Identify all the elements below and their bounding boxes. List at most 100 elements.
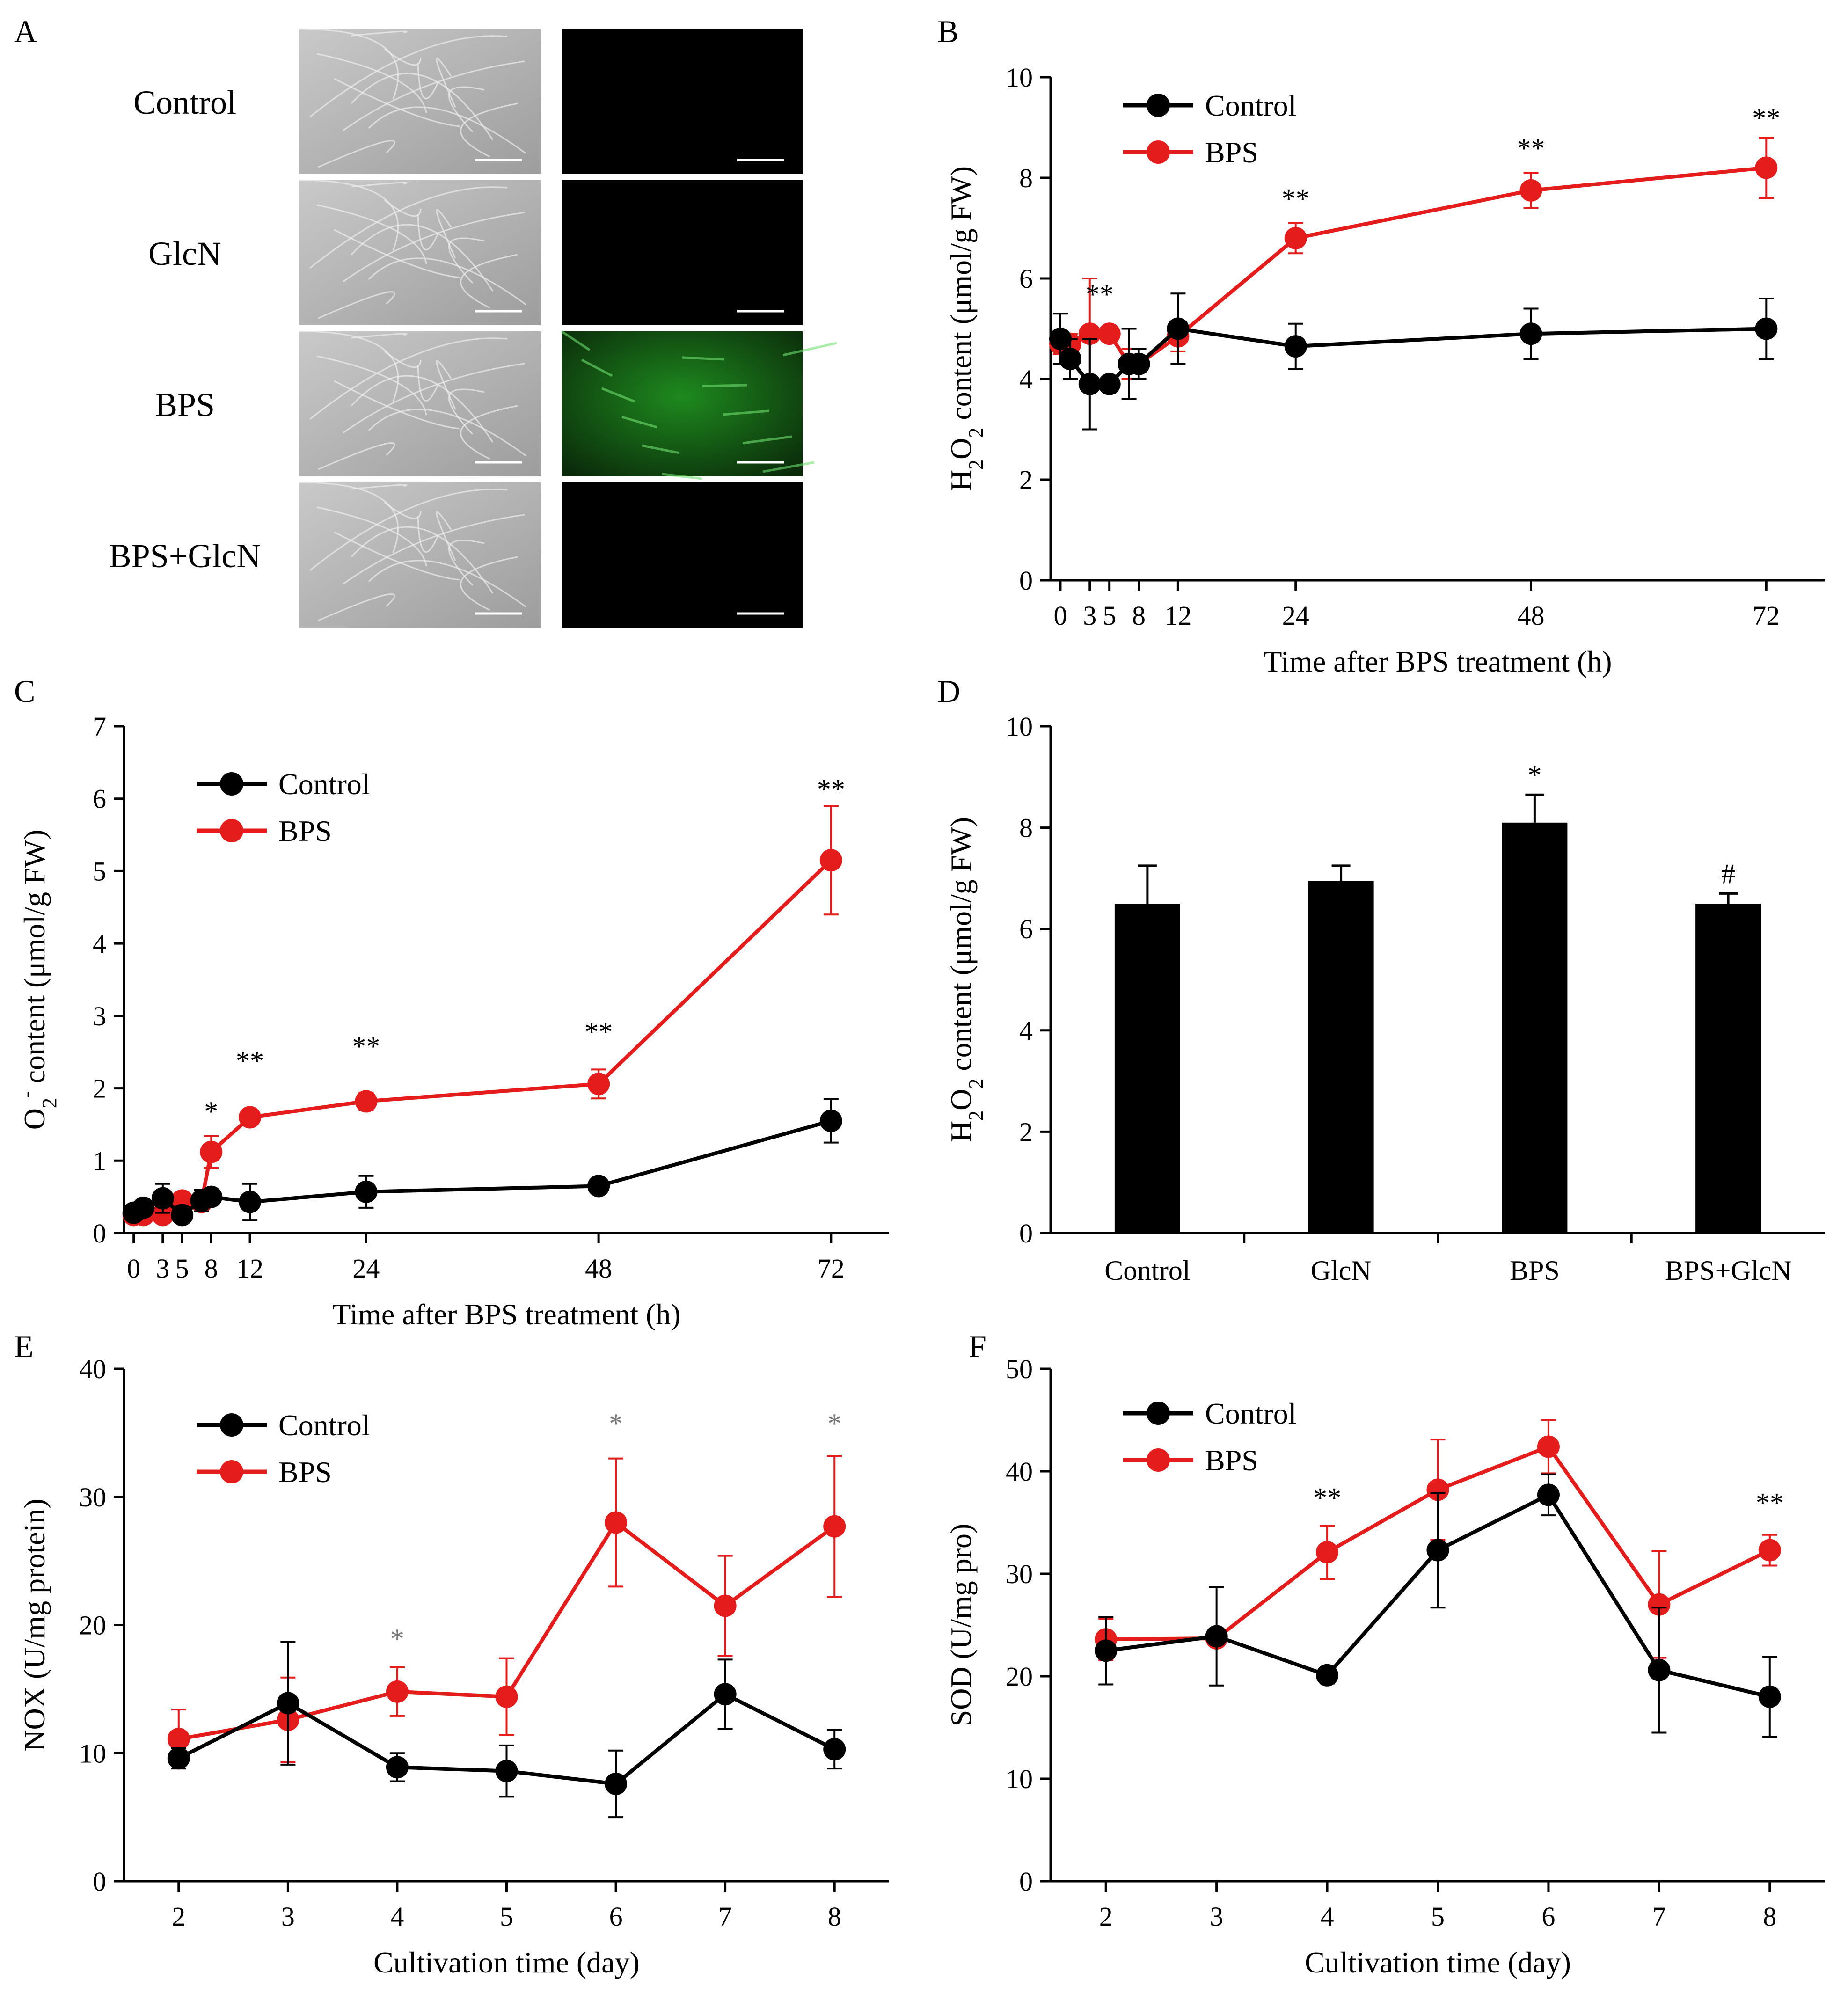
panel-e-x-axis-label: Cultivation time (day) <box>373 1946 640 1979</box>
panel-c-data-point <box>171 1204 194 1227</box>
panel-b-x-tick-label: 5 <box>1103 600 1116 631</box>
hypha-strand <box>299 330 399 402</box>
panel-c-y-tick-label: 1 <box>93 1146 106 1176</box>
panel-e-legend-label: BPS <box>278 1455 332 1489</box>
panel-f-x-tick-label: 8 <box>1763 1901 1776 1932</box>
panel-e-y-tick-label: 20 <box>79 1610 106 1641</box>
panel-b-y-tick-label: 6 <box>1019 263 1033 294</box>
panel-b-data-point <box>1127 352 1150 375</box>
panel-f-x-tick-label: 3 <box>1210 1901 1223 1932</box>
fluorescent-strand <box>782 342 837 357</box>
panel-c-y-tick-label: 6 <box>93 784 106 814</box>
panel-b-series-line <box>1059 327 1767 386</box>
panel-c-significance-label: * <box>204 1096 218 1127</box>
panel-b-legend-label: BPS <box>1205 136 1258 169</box>
hypha-strand <box>384 351 422 368</box>
panel-f-data-point <box>1758 1685 1781 1708</box>
panel-d-category-label: GlcN <box>1311 1255 1372 1286</box>
panel-c-legend-label: BPS <box>278 814 332 847</box>
hypha-strand <box>417 516 439 553</box>
fluorescent-strand <box>762 461 815 473</box>
panel-c-series-line <box>133 859 833 1217</box>
panel-b-y-tick-label: 0 <box>1019 565 1033 596</box>
panel-e-y-tick-label: 30 <box>79 1482 106 1512</box>
panel-c-data-point <box>355 1180 378 1203</box>
panel-c-series-line <box>132 1119 832 1218</box>
panel-e-x-tick-label: 2 <box>172 1901 185 1932</box>
panel-f-data-point <box>1648 1593 1671 1616</box>
panel-b-data-point <box>1519 179 1542 202</box>
fluorescent-strand <box>702 384 747 387</box>
panel-a-row: Control <box>133 28 803 174</box>
panel-b-series-line <box>1060 166 1767 366</box>
panel-c-series-bps <box>122 805 842 1227</box>
hypha-strand <box>368 409 526 457</box>
panel-b-data-point <box>1284 227 1307 249</box>
hypha-strand <box>351 224 494 292</box>
panel-c-legend-marker <box>220 772 243 796</box>
hypha-strand <box>334 78 460 127</box>
panel-b-x-tick-label: 3 <box>1083 600 1096 631</box>
panel-f-y-tick-label: 50 <box>1006 1354 1033 1384</box>
panel-e-x-tick-label: 5 <box>500 1901 513 1932</box>
panel-c-data-point <box>587 1175 610 1198</box>
panel-b-x-tick-label: 8 <box>1132 600 1146 631</box>
panel-f-data-point <box>1095 1639 1118 1662</box>
panel-d-y-tick-label: 4 <box>1019 1015 1033 1046</box>
panel-e-data-point <box>823 1515 846 1538</box>
panel-c-letter: C <box>14 673 35 709</box>
panel-c-data-point <box>355 1090 378 1113</box>
panel-d-letter: D <box>937 673 960 709</box>
hypha-strand <box>436 209 456 259</box>
panel-b-x-tick-label: 12 <box>1164 600 1191 631</box>
hypha-strand <box>343 212 525 283</box>
panel-b-data-point <box>1049 328 1072 350</box>
fluorescent-strand <box>682 356 725 361</box>
panel-c-significance-label: ** <box>236 1045 264 1076</box>
hypha-strand <box>309 489 508 571</box>
panel-f-x-tick-label: 7 <box>1652 1901 1666 1932</box>
hypha-strand <box>448 540 485 586</box>
panel-c-data-point <box>819 1110 842 1132</box>
hypha-strand <box>334 531 460 581</box>
panel-c-x-tick-label: 8 <box>205 1253 218 1284</box>
panel-d-y-tick-label: 10 <box>1006 711 1033 742</box>
panel-b-legend-marker <box>1147 94 1170 117</box>
panel-f-series-control <box>1095 1473 1781 1738</box>
panel-d: D 0 2 4 6 8 10 Control GlcN BPS BPS+GlcN * # H2O2 con… <box>937 673 1825 1286</box>
hypha-strand <box>448 237 485 284</box>
panel-f-legend-marker <box>1147 1402 1170 1425</box>
panel-c-series-control <box>122 1098 842 1227</box>
panel-d-y-tick-label: 2 <box>1019 1117 1033 1147</box>
panel-b-data-point <box>1167 317 1190 340</box>
panel-f-x-tick-label: 5 <box>1431 1901 1445 1932</box>
hypha-strand <box>351 526 494 594</box>
hypha-strand <box>384 48 422 66</box>
panel-e-data-point <box>495 1760 518 1782</box>
hypha-strand <box>460 405 518 460</box>
hypha-strand <box>343 60 525 131</box>
hypha-strand <box>417 365 439 402</box>
panel-c-x-tick-label: 24 <box>352 1253 380 1284</box>
panel-e-data-point <box>167 1747 190 1770</box>
panel-e: E 0 10 20 30 40 2 3 4 5 6 7 8 NOX (U/mg protein) Culti… <box>14 1329 889 1979</box>
panel-a-row-label: GlcN <box>148 235 221 272</box>
hypha-strand <box>436 360 456 410</box>
hypha-strand <box>318 442 395 470</box>
panel-c-data-point <box>200 1140 223 1163</box>
panel-b-y-tick-label: 2 <box>1019 465 1033 495</box>
panel-d-bar <box>1695 904 1761 1233</box>
panel-f-x-axis-label: Cultivation time (day) <box>1305 1946 1571 1979</box>
panel-f: F 0 10 20 30 40 50 2 3 4 5 6 7 8 SOD (U/mg pro) Cultiva… <box>944 1329 1825 1979</box>
panel-f-significance-label: ** <box>1756 1488 1784 1519</box>
panel-a-row: BPS <box>155 330 837 480</box>
panel-b-data-point <box>1098 322 1121 345</box>
hypha-strand <box>316 204 427 264</box>
panel-c-significance-label: ** <box>352 1031 380 1062</box>
hypha-strand <box>436 58 456 108</box>
panel-c-data-point <box>819 849 842 872</box>
panel-b-x-axis-label: Time after BPS treatment (h) <box>1264 645 1612 678</box>
brightfield-image <box>299 180 541 325</box>
panel-c-y-tick-label: 7 <box>93 711 106 742</box>
